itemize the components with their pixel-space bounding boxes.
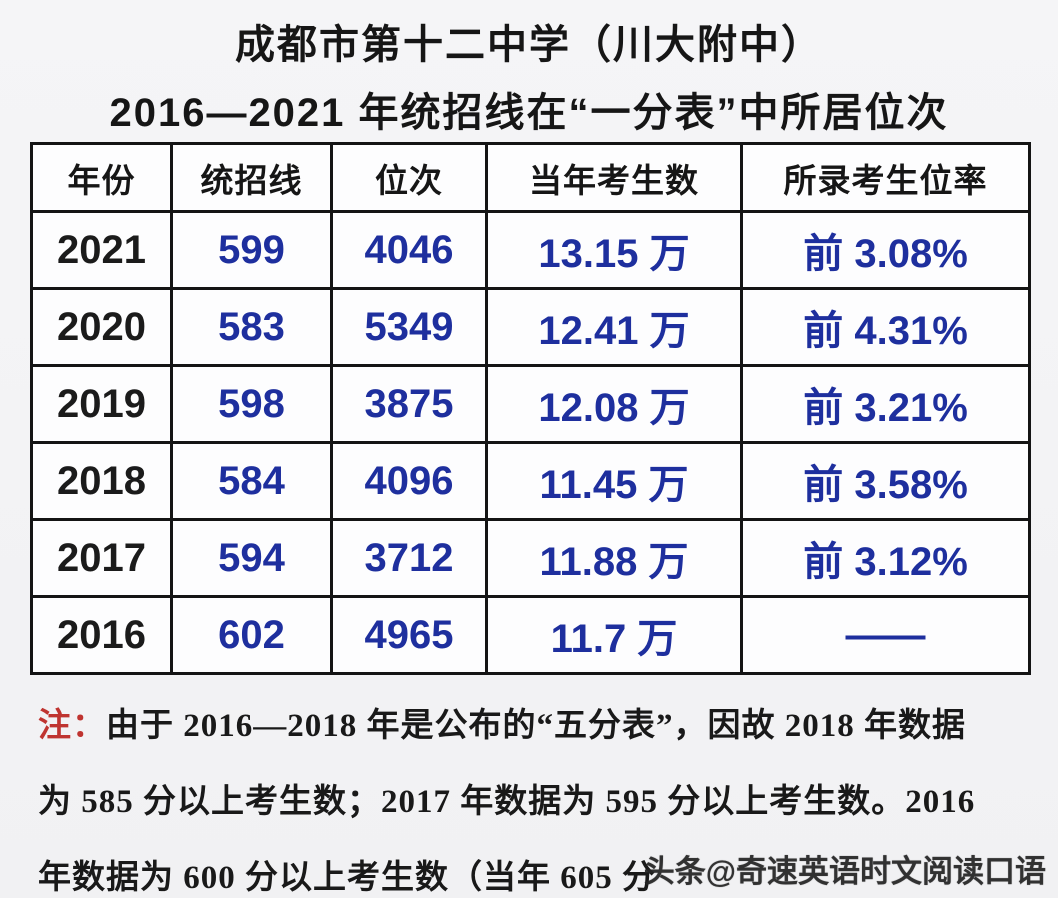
col-header-ratio: 所录考生位率 <box>740 142 1031 213</box>
table-row: 2019 598 3875 12.08 万 前 3.21% <box>30 364 1031 444</box>
footnote-line-1: 由于 2016—2018 年是公布的“五分表”，因故 2018 年数据 <box>106 708 966 744</box>
rank-2017: 3712 <box>330 518 488 598</box>
footnote-line-2: 为 585 分以上考生数；2017 年数据为 595 分以上考生数。2016 <box>38 784 976 820</box>
table-row: 2017 594 3712 11.88 万 前 3.12% <box>30 518 1031 598</box>
footnote-line-3: 年数据为 600 分以上考生数（当年 605 分 <box>38 860 656 896</box>
rank-2018: 4096 <box>330 441 488 521</box>
table-row: 2018 584 4096 11.45 万 前 3.58% <box>30 441 1031 521</box>
col-header-candidates: 当年考生数 <box>485 142 743 213</box>
candidates-2021: 13.15 万 <box>485 210 743 290</box>
line-2020: 583 <box>170 287 333 367</box>
page-subtitle: 2016—2021 年统招线在“一分表”中所居位次 <box>109 91 949 135</box>
rank-2016: 4965 <box>330 595 488 675</box>
line-2018: 584 <box>170 441 333 521</box>
table-row: 2020 583 5349 12.41 万 前 4.31% <box>30 287 1031 367</box>
admission-rank-table: 年份 统招线 位次 当年考生数 所录考生位率 2021 599 4046 13.… <box>30 142 1031 675</box>
year-2020: 2020 <box>30 287 173 367</box>
year-2016: 2016 <box>30 595 173 675</box>
ratio-2020: 前 4.31% <box>740 287 1031 367</box>
line-2019: 598 <box>170 364 333 444</box>
rank-2021: 4046 <box>330 210 488 290</box>
rank-2019: 3875 <box>330 364 488 444</box>
candidates-2018: 11.45 万 <box>485 441 743 521</box>
ratio-2017: 前 3.12% <box>740 518 1031 598</box>
watermark: 头条@奇速英语时文阅读口语 <box>643 854 1046 889</box>
table-row: 2021 599 4046 13.15 万 前 3.08% <box>30 210 1031 290</box>
col-header-line: 统招线 <box>170 142 333 213</box>
candidates-2017: 11.88 万 <box>485 518 743 598</box>
ratio-2021: 前 3.08% <box>740 210 1031 290</box>
footnote: 注：由于 2016—2018 年是公布的“五分表”，因故 2018 年数据 为 … <box>38 688 1030 898</box>
table-row: 2016 602 4965 11.7 万 —— <box>30 595 1031 675</box>
ratio-2019: 前 3.21% <box>740 364 1031 444</box>
candidates-2016: 11.7 万 <box>485 595 743 675</box>
candidates-2019: 12.08 万 <box>485 364 743 444</box>
page-title: 成都市第十二中学（川大附中） <box>235 23 823 67</box>
line-2016: 602 <box>170 595 333 675</box>
line-2021: 599 <box>170 210 333 290</box>
ratio-2018: 前 3.58% <box>740 441 1031 521</box>
footnote-label: 注： <box>38 708 106 744</box>
ratio-2016: —— <box>740 595 1031 675</box>
line-2017: 594 <box>170 518 333 598</box>
year-2021: 2021 <box>30 210 173 290</box>
col-header-year: 年份 <box>30 142 173 213</box>
year-2019: 2019 <box>30 364 173 444</box>
candidates-2020: 12.41 万 <box>485 287 743 367</box>
table-header-row: 年份 统招线 位次 当年考生数 所录考生位率 <box>30 142 1031 213</box>
year-2018: 2018 <box>30 441 173 521</box>
year-2017: 2017 <box>30 518 173 598</box>
rank-2020: 5349 <box>330 287 488 367</box>
col-header-rank: 位次 <box>330 142 488 213</box>
